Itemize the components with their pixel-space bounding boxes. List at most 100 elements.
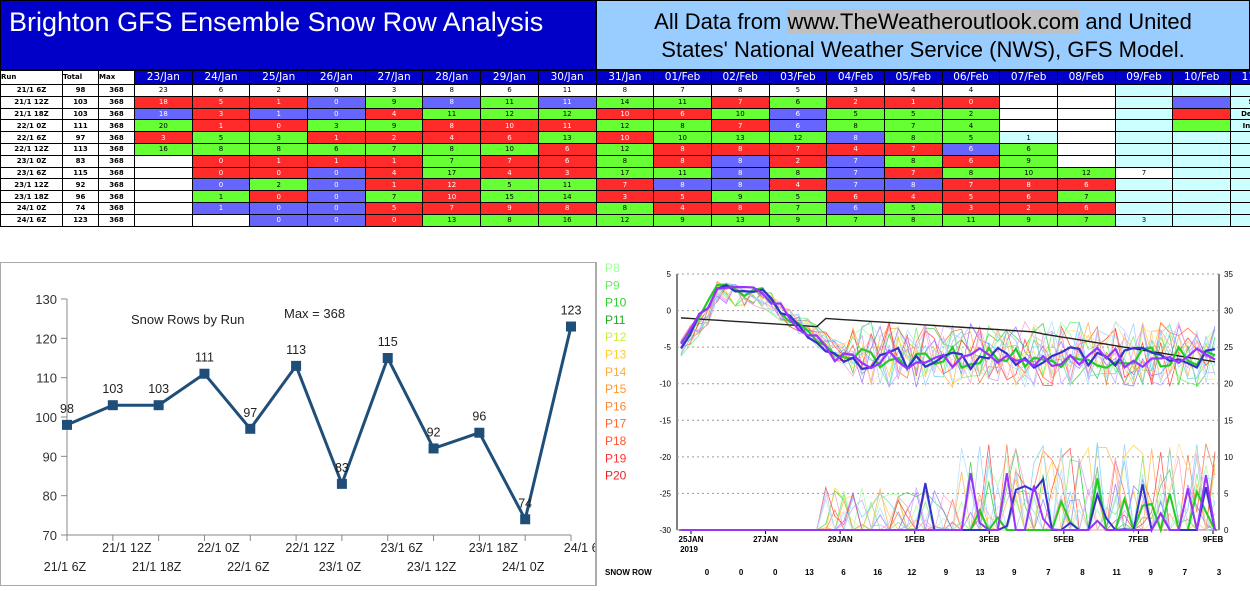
x-tick-label: 9FEB	[1203, 535, 1224, 544]
grid-empty-cell	[1115, 179, 1173, 191]
grid-cell: 1	[365, 155, 423, 167]
grid-empty-cell	[1173, 167, 1231, 179]
grid-cell: 0	[250, 202, 308, 214]
grid-total: 83	[63, 155, 99, 167]
source-suffix: and United	[1079, 9, 1192, 34]
grid-cell: 0	[192, 155, 250, 167]
grid-run-label: 23/1 6Z	[1, 167, 63, 179]
left-y-tick-label: -25	[659, 489, 671, 498]
x-tick-label: 7FEB	[1128, 535, 1149, 544]
grid-date-header: 09/Feb	[1115, 71, 1173, 85]
grid-cell: 9	[365, 120, 423, 132]
series-legend-entry: P14	[605, 365, 627, 379]
grid-cell: 7	[423, 202, 481, 214]
grid-date-header: 30/Jan	[538, 71, 596, 85]
grid-cell: 9	[769, 214, 827, 226]
x-tick-label: 23/1 6Z	[381, 541, 424, 555]
grid-max: 368	[99, 108, 135, 120]
grid-cell: 2	[827, 96, 885, 108]
grid-cell: 12	[538, 108, 596, 120]
x-tick-label: 22/1 6Z	[227, 560, 270, 574]
grid-date-header: 01/Feb	[654, 71, 712, 85]
grid-cell: 0	[308, 96, 366, 108]
grid-cell: 9	[1000, 155, 1058, 167]
grid-cell: 8	[827, 132, 885, 144]
grid-cell: 4	[654, 202, 712, 214]
snow-row-value: 9	[1012, 568, 1017, 577]
x-tick-label: 21/1 12Z	[102, 541, 152, 555]
grid-cell: 3	[827, 85, 885, 97]
grid-empty-cell	[1173, 155, 1231, 167]
grid-cell: 11	[654, 167, 712, 179]
data-point	[199, 369, 209, 379]
grid-cell: 2	[250, 85, 308, 97]
grid-cell: 3	[1115, 214, 1173, 226]
legend-label: Decrease	[1231, 108, 1250, 120]
grid-cell: 10	[711, 108, 769, 120]
grid-cell: 3	[308, 120, 366, 132]
grid-cell: 8	[769, 167, 827, 179]
data-point	[291, 361, 301, 371]
data-label: 111	[195, 351, 214, 365]
grid-cell: 0	[308, 202, 366, 214]
grid-cell: 0	[192, 167, 250, 179]
grid-cell: 8	[1000, 179, 1058, 191]
grid-empty-cell	[1173, 132, 1231, 144]
grid-empty-cell	[1231, 214, 1250, 226]
grid-max: 368	[99, 191, 135, 203]
grid-empty-cell	[135, 167, 193, 179]
grid-cell: 0	[250, 214, 308, 226]
grid-empty-cell	[1115, 143, 1173, 155]
grid-cell: 8	[654, 155, 712, 167]
source-link[interactable]: www.TheWeatheroutlook.com	[787, 9, 1079, 34]
grid-cell: 10	[423, 191, 481, 203]
grid-cell: 4	[769, 179, 827, 191]
data-label: 97	[243, 406, 257, 420]
grid-cell: 0	[308, 167, 366, 179]
grid-cell: 8	[654, 179, 712, 191]
grid-empty-cell	[1173, 85, 1231, 97]
grid-cell: 1	[192, 202, 250, 214]
grid-empty-cell	[1058, 85, 1116, 97]
grid-total: 96	[63, 191, 99, 203]
right-y-tick-label: 10	[1224, 453, 1233, 462]
data-label: 103	[102, 382, 123, 396]
grid-cell: 1	[250, 108, 308, 120]
grid-empty-cell	[1058, 155, 1116, 167]
grid-cell: 14	[538, 191, 596, 203]
grid-date-header: 29/Jan	[481, 71, 539, 85]
grid-max: 368	[99, 132, 135, 144]
grid-run-label: 24/1 0Z	[1, 202, 63, 214]
grid-empty-cell	[1231, 179, 1250, 191]
grid-cell: 12	[481, 108, 539, 120]
grid-cell: 6	[654, 108, 712, 120]
grid-total: 113	[63, 143, 99, 155]
grid-cell: 12	[596, 143, 654, 155]
grid-cell: 11	[423, 108, 481, 120]
x-tick-label: 29JAN	[828, 535, 853, 544]
grid-empty-cell	[135, 202, 193, 214]
snow-row-value: 16	[873, 568, 882, 577]
grid-cell: 1	[250, 96, 308, 108]
data-source-banner: All Data from www.TheWeatheroutlook.com …	[596, 0, 1250, 70]
legend-swatch	[1173, 96, 1231, 108]
grid-cell: 6	[769, 108, 827, 120]
grid-cell: 8	[596, 155, 654, 167]
grid-cell: 5	[884, 202, 942, 214]
year-label: 2019	[680, 545, 698, 554]
grid-max: 368	[99, 214, 135, 226]
x-tick-label: 1FEB	[904, 535, 925, 544]
grid-cell: 7	[711, 120, 769, 132]
grid-empty-cell	[192, 214, 250, 226]
grid-cell: 2	[1000, 202, 1058, 214]
grid-date-header: 31/Jan	[596, 71, 654, 85]
x-tick-label: 27JAN	[753, 535, 778, 544]
grid-empty-cell	[1058, 96, 1116, 108]
grid-cell: 7	[884, 120, 942, 132]
